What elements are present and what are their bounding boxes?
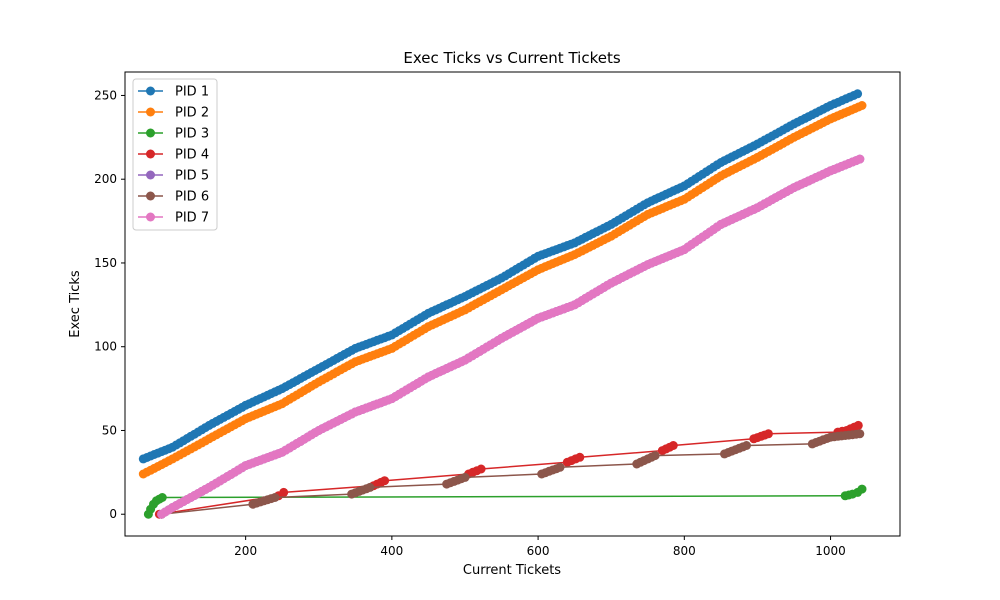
legend-label: PID 1 xyxy=(175,85,209,100)
data-point xyxy=(380,476,390,486)
data-point xyxy=(279,487,289,497)
legend-item: PID 4 xyxy=(138,148,209,163)
data-point xyxy=(855,429,865,439)
data-point xyxy=(742,441,751,450)
data-point xyxy=(853,89,863,99)
legend-marker xyxy=(146,212,155,222)
x-tick-label: 1000 xyxy=(815,544,846,558)
data-point xyxy=(853,420,863,430)
data-point xyxy=(857,101,867,110)
x-tick-label: 600 xyxy=(527,544,550,558)
data-point xyxy=(763,429,773,439)
legend-marker xyxy=(146,107,155,117)
series-pid-1 xyxy=(138,89,863,464)
legend-item: PID 7 xyxy=(138,211,209,226)
y-tick-label: 150 xyxy=(94,256,117,270)
legend-marker xyxy=(146,170,155,180)
legend-marker xyxy=(146,149,155,159)
y-tick-label: 250 xyxy=(94,88,117,102)
legend-marker xyxy=(146,191,155,201)
legend-label: PID 2 xyxy=(175,106,209,121)
plot-area xyxy=(138,89,867,519)
data-point xyxy=(857,484,867,494)
y-tick-label: 200 xyxy=(94,172,117,186)
data-point xyxy=(855,154,865,164)
legend-marker xyxy=(146,128,155,138)
legend-item: PID 5 xyxy=(138,169,209,184)
series-pid-3 xyxy=(143,484,867,519)
data-point xyxy=(270,493,280,502)
x-tick-label: 200 xyxy=(234,544,257,558)
data-point xyxy=(157,493,167,502)
x-tick-label: 400 xyxy=(380,544,403,558)
legend-item: PID 3 xyxy=(138,127,209,142)
y-tick-label: 50 xyxy=(102,423,117,437)
legend-label: PID 7 xyxy=(175,211,209,226)
series-pid-7 xyxy=(157,154,865,519)
data-point xyxy=(365,482,375,492)
legend: PID 1 PID 2 PID 3 PID 4 PID 5 PID 6 PID 7 xyxy=(132,78,218,231)
legend-label: PID 5 xyxy=(175,169,209,184)
series-pid-6 xyxy=(157,429,865,519)
y-axis-label: Exec Ticks xyxy=(68,270,83,338)
data-point xyxy=(668,441,678,450)
y-axis: 0 50 100 150 200 250 xyxy=(94,88,125,521)
data-point xyxy=(460,472,470,482)
data-point xyxy=(650,451,660,461)
legend-item: PID 6 xyxy=(138,190,209,205)
data-point xyxy=(575,452,585,462)
legend-marker xyxy=(146,86,155,96)
data-point xyxy=(555,462,565,472)
y-tick-label: 100 xyxy=(94,340,117,354)
legend-box xyxy=(132,78,218,231)
legend-label: PID 6 xyxy=(175,190,209,205)
legend-label: PID 4 xyxy=(175,148,209,163)
plot-frame xyxy=(124,71,901,537)
y-tick-label: 0 xyxy=(109,507,117,521)
data-point xyxy=(476,464,486,474)
legend-item: PID 2 xyxy=(138,106,209,121)
chart-title: Exec Ticks vs Current Tickets xyxy=(403,49,620,67)
series-pid-2 xyxy=(138,101,867,479)
legend-label: PID 3 xyxy=(175,127,209,142)
legend-item: PID 1 xyxy=(138,85,209,100)
x-axis-label: Current Tickets xyxy=(463,563,561,578)
x-tick-label: 800 xyxy=(673,544,696,558)
x-axis: 200 400 600 800 1000 xyxy=(234,536,846,558)
